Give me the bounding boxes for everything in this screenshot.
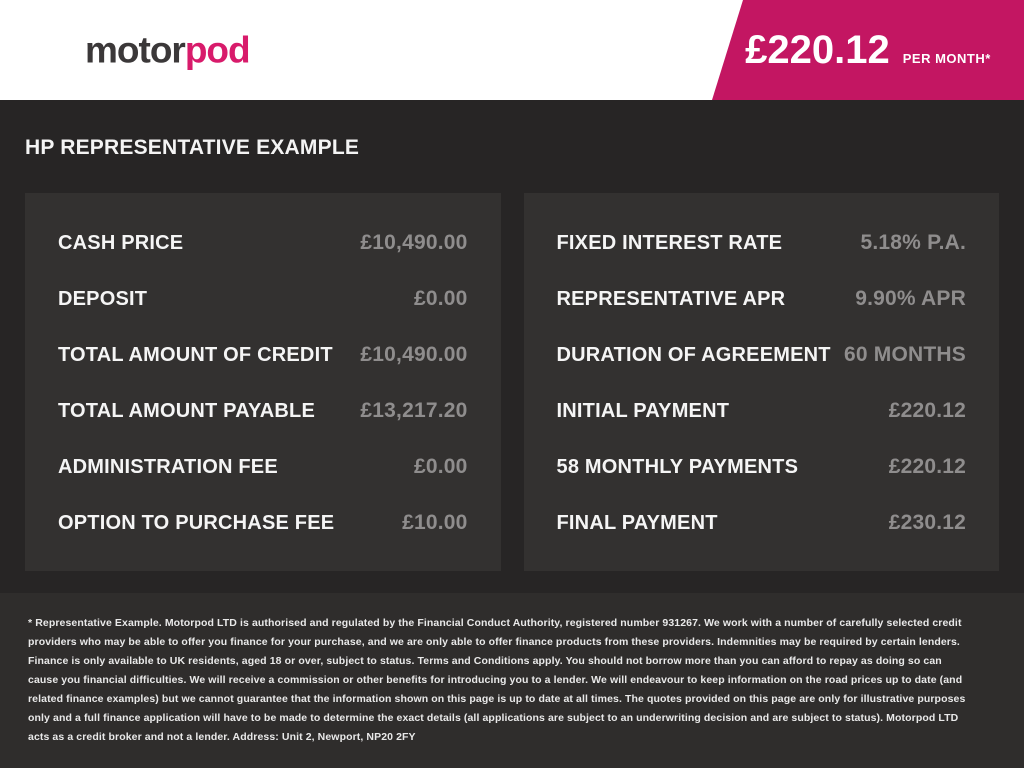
row-value: 9.90% APR bbox=[855, 287, 966, 310]
row-label: TOTAL AMOUNT PAYABLE bbox=[58, 399, 315, 422]
row-monthly-payments: 58 MONTHLY PAYMENTS £220.12 bbox=[557, 439, 967, 495]
motorpod-logo[interactable]: motorpod bbox=[85, 29, 251, 71]
row-label: TOTAL AMOUNT OF CREDIT bbox=[58, 343, 333, 366]
row-label: DEPOSIT bbox=[58, 287, 148, 310]
row-cash-price: CASH PRICE £10,490.00 bbox=[58, 215, 468, 271]
price-period: PER MONTH* bbox=[902, 51, 991, 66]
row-fixed-interest-rate: FIXED INTEREST RATE 5.18% P.A. bbox=[557, 215, 967, 271]
disclaimer-text: * Representative Example. Motorpod LTD i… bbox=[28, 617, 966, 743]
finance-panel-right: FIXED INTEREST RATE 5.18% P.A. REPRESENT… bbox=[523, 193, 999, 571]
logo-text-motor: motor bbox=[85, 29, 186, 71]
finance-section: HP REPRESENTATIVE EXAMPLE CASH PRICE £10… bbox=[0, 100, 1024, 593]
row-label: OPTION TO PURCHASE FEE bbox=[58, 511, 335, 534]
row-duration-of-agreement: DURATION OF AGREEMENT 60 MONTHS bbox=[557, 327, 967, 383]
monthly-price-badge: £220.12 PER MONTH* bbox=[712, 0, 1024, 100]
logo-text-pod: pod bbox=[184, 29, 251, 71]
row-value: £10,490.00 bbox=[360, 343, 468, 366]
row-value: £0.00 bbox=[413, 287, 468, 310]
row-value: £220.12 bbox=[888, 455, 966, 478]
price-amount: £220.12 bbox=[745, 28, 890, 72]
row-value: £10.00 bbox=[402, 511, 468, 534]
row-value: £10,490.00 bbox=[360, 231, 468, 254]
row-option-to-purchase-fee: OPTION TO PURCHASE FEE £10.00 bbox=[58, 495, 468, 551]
row-value: £13,217.20 bbox=[360, 399, 468, 422]
row-label: DURATION OF AGREEMENT bbox=[556, 343, 831, 366]
row-administration-fee: ADMINISTRATION FEE £0.00 bbox=[58, 439, 468, 495]
footer-disclaimer: * Representative Example. Motorpod LTD i… bbox=[0, 593, 1024, 768]
finance-panel-left: CASH PRICE £10,490.00 DEPOSIT £0.00 TOTA… bbox=[25, 193, 501, 571]
row-value: 60 MONTHS bbox=[844, 343, 966, 366]
section-title: HP REPRESENTATIVE EXAMPLE bbox=[25, 136, 360, 159]
row-total-amount-of-credit: TOTAL AMOUNT OF CREDIT £10,490.00 bbox=[58, 327, 468, 383]
row-label: REPRESENTATIVE APR bbox=[556, 287, 786, 310]
row-representative-apr: REPRESENTATIVE APR 9.90% APR bbox=[557, 271, 967, 327]
row-label: 58 MONTHLY PAYMENTS bbox=[556, 455, 799, 478]
row-value: 5.18% P.A. bbox=[860, 231, 966, 254]
row-label: FINAL PAYMENT bbox=[556, 511, 718, 534]
row-label: CASH PRICE bbox=[58, 231, 184, 254]
row-label: ADMINISTRATION FEE bbox=[58, 455, 278, 478]
header: motorpod £220.12 PER MONTH* bbox=[0, 0, 1024, 100]
row-value: £220.12 bbox=[888, 399, 966, 422]
row-value: £0.00 bbox=[413, 455, 468, 478]
row-final-payment: FINAL PAYMENT £230.12 bbox=[557, 495, 967, 551]
row-deposit: DEPOSIT £0.00 bbox=[58, 271, 468, 327]
row-label: INITIAL PAYMENT bbox=[556, 399, 730, 422]
row-total-amount-payable: TOTAL AMOUNT PAYABLE £13,217.20 bbox=[58, 383, 468, 439]
row-label: FIXED INTEREST RATE bbox=[556, 231, 783, 254]
finance-panels: CASH PRICE £10,490.00 DEPOSIT £0.00 TOTA… bbox=[25, 193, 999, 571]
row-value: £230.12 bbox=[888, 511, 966, 534]
row-initial-payment: INITIAL PAYMENT £220.12 bbox=[557, 383, 967, 439]
